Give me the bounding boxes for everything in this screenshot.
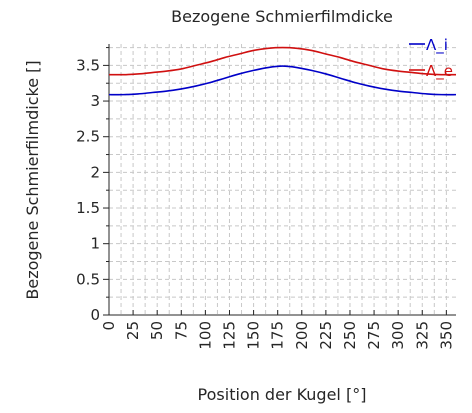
series-layer <box>108 46 457 96</box>
x-tick-label: 225 <box>317 321 335 350</box>
x-tick-label: 150 <box>245 321 263 350</box>
x-tick-label: 0 <box>100 321 118 331</box>
grid <box>108 44 456 316</box>
y-tick-label: 2 <box>90 163 100 181</box>
legend-label-lambda-e: Λ_e <box>426 62 453 81</box>
y-tick-label: 3.5 <box>76 56 100 74</box>
chart-title: Bezogene Schmierfilmdicke <box>171 7 393 26</box>
y-tick-label: 0 <box>90 306 100 324</box>
x-tick-label: 75 <box>172 321 190 340</box>
series-line-lambda-e <box>108 46 457 76</box>
x-tick-label: 350 <box>437 321 455 350</box>
y-tick-label: 2.5 <box>76 128 100 146</box>
series-line-lambda-i <box>108 65 457 96</box>
x-tick-label: 300 <box>389 321 407 350</box>
x-tick-label: 325 <box>413 321 431 350</box>
legend: Λ_i Λ_e <box>409 36 453 81</box>
x-tick-label: 50 <box>148 321 166 340</box>
axes: 0 25 50 75 100 125 150 175 200 225 250 275 300 325 350… <box>76 44 456 350</box>
x-tick-label: 200 <box>293 321 311 350</box>
y-tick-label: 0.5 <box>76 270 100 288</box>
x-axis-label: Position der Kugel [°] <box>198 385 367 404</box>
legend-label-lambda-i: Λ_i <box>426 36 448 55</box>
y-tick-label: 1.5 <box>76 199 100 217</box>
x-tick-label: 25 <box>124 321 142 340</box>
y-axis-label: Bezogene Schmierfilmdicke [] <box>23 60 42 299</box>
y-tick-label: 1 <box>90 235 100 253</box>
y-tick-label: 3 <box>90 92 100 110</box>
x-tick-label: 100 <box>196 321 214 350</box>
x-tick-label: 250 <box>341 321 359 350</box>
x-tick-label: 175 <box>269 321 287 350</box>
x-tick-label: 125 <box>220 321 238 350</box>
x-tick-label: 275 <box>365 321 383 350</box>
